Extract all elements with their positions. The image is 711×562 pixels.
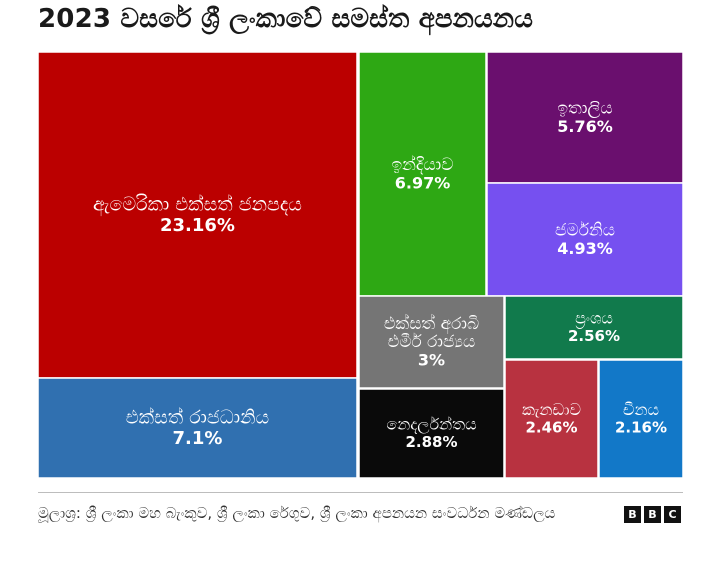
- block-value-label: 6.97%: [395, 173, 451, 192]
- block-name-label: එක්සත් අරාබි එමීර් රාජ්‍යය: [384, 314, 479, 353]
- block-name-label: එක්සත් රාජධානිය: [126, 406, 269, 428]
- block-name-label: ජර්මනිය: [555, 220, 615, 240]
- chart-title: 2023 වසරේ ශ්‍රී ලංකාවේ සමස්ත අපනයනය: [38, 4, 534, 34]
- block-name-label: ප්‍රංශය: [575, 309, 613, 329]
- logo-letter-b2: B: [644, 506, 661, 523]
- treemap-rect: [38, 377, 358, 478]
- treemap-block-7: නෙදර්ලන්තය2.88%: [358, 388, 505, 478]
- block-name-label: කැනඩාව: [522, 400, 581, 419]
- block-value-label: 23.16%: [160, 215, 235, 236]
- treemap-rect: [504, 359, 599, 478]
- treemap-block-6: එක්සත් අරාබි එමීර් රාජ්‍යය3%: [358, 295, 505, 389]
- treemap-block-3: ඉන්දියාව6.97%: [358, 52, 487, 297]
- logo-letter-b1: B: [624, 506, 641, 523]
- source-note: මූලාශ්‍ර: ශ්‍රී ලංකා මහ බැංකුව, ශ්‍රී ලං…: [38, 504, 556, 522]
- block-name-label: ඉන්දියාව: [391, 155, 453, 175]
- block-name-label: ඉතාලිය: [557, 98, 612, 118]
- block-name-label: ඇමෙරිකා එක්සත් ජනපදය: [93, 193, 302, 216]
- treemap-rect: [486, 52, 683, 184]
- treemap-block-4: ඉතාලිය5.76%: [486, 52, 683, 184]
- treemap-block-5: ජර්මනිය4.93%: [486, 182, 683, 297]
- treemap-rect: [358, 295, 505, 389]
- treemap-block-8: ප්‍රංශය2.56%: [504, 295, 683, 360]
- treemap-block-2: එක්සත් රාජධානිය7.1%: [38, 377, 358, 478]
- footer-divider: [38, 492, 683, 493]
- block-value-label: 2.16%: [615, 418, 667, 436]
- block-value-label: 4.93%: [557, 239, 613, 258]
- block-value-label: 2.88%: [405, 433, 457, 451]
- block-value-label: 2.56%: [568, 327, 620, 345]
- block-name-label: චීනය: [623, 400, 659, 419]
- logo-letter-c: C: [664, 506, 681, 523]
- treemap-rect: [504, 295, 683, 360]
- block-value-label: 7.1%: [173, 428, 223, 449]
- treemap-block-9: කැනඩාව2.46%: [504, 359, 599, 478]
- bbc-logo: B B C: [624, 506, 681, 523]
- block-value-label: 2.46%: [525, 418, 577, 436]
- treemap-rect: [598, 359, 683, 478]
- treemap-block-10: චීනය2.16%: [598, 359, 683, 478]
- block-value-label: 5.76%: [557, 117, 613, 136]
- block-value-label: 3%: [418, 351, 445, 370]
- treemap-rect: [486, 182, 683, 297]
- treemap-rect: [38, 52, 358, 379]
- treemap-rect: [358, 388, 505, 478]
- block-name-label: නෙදර්ලන්තය: [386, 415, 476, 435]
